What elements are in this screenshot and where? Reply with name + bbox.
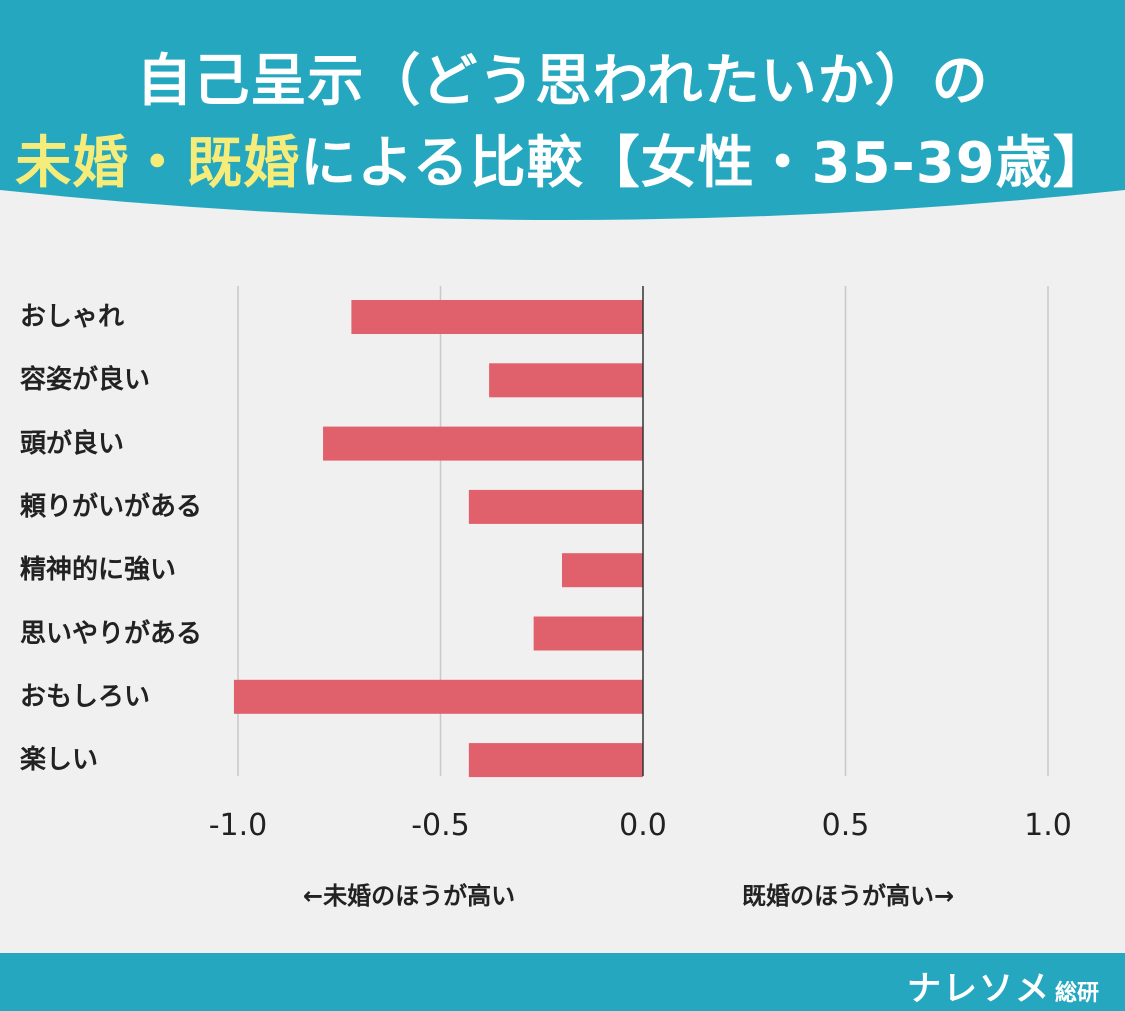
footer-bar: ナレソメ 総研 (0, 953, 1125, 1011)
page-title-line-2: 未婚・既婚による比較【女性・35-39歳】 (0, 118, 1125, 199)
bar-0 (351, 300, 643, 334)
tick-label: 0.0 (619, 808, 667, 843)
category-label: おしゃれ (20, 302, 125, 332)
tick-label: 0.5 (821, 808, 870, 843)
bar-6 (233, 679, 643, 714)
title-highlight: 未婚・既婚 (15, 131, 301, 196)
bar-5 (533, 616, 643, 651)
header-banner: 自己呈示（どう思われたいか）の 未婚・既婚による比較【女性・35-39歳】 (0, 0, 1125, 240)
bar-3 (468, 489, 643, 524)
title-rest: による比較【女性・35-39歳】 (300, 131, 1110, 196)
category-label: 容姿が良い (20, 365, 151, 396)
bar-2 (323, 426, 643, 461)
category-label: 頼りがいがある (20, 491, 203, 522)
category-label: おもしろい (20, 681, 151, 712)
brand-name: ナレソメ (906, 969, 1051, 1009)
right-direction-label: 既婚のほうが高い→ (742, 882, 955, 910)
bar-1 (489, 363, 643, 398)
bar-4 (562, 553, 643, 588)
category-label: 楽しい (20, 745, 99, 776)
category-label: 頭が良い (20, 428, 125, 459)
bar-7 (468, 743, 643, 778)
brand-logo: ナレソメ 総研 (907, 961, 1099, 1010)
left-direction-label: ←未婚のほうが高い (303, 882, 516, 910)
category-label: 精神的に強い (20, 555, 177, 586)
page-title-line-1: 自己呈示（どう思われたいか）の (136, 49, 989, 114)
tick-label: 1.0 (1024, 808, 1072, 843)
category-label: 思いやりがある (20, 618, 203, 649)
tick-label: -0.5 (411, 808, 470, 843)
brand-suffix: 総研 (1054, 981, 1099, 1006)
tick-label: -1.0 (208, 808, 268, 843)
header-background (0, 0, 1125, 220)
